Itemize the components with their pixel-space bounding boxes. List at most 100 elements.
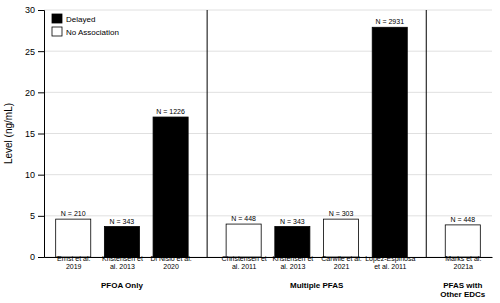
group-label-line: Multiple PFAS — [290, 281, 344, 290]
x-tick-label-line: Kristensen et — [272, 255, 313, 262]
x-tick-label: Christensen etal. 2011 — [222, 255, 267, 270]
annotation: N = 448 — [231, 215, 256, 222]
x-tick: Lopez-Espinosaet al. 2011 — [365, 255, 415, 270]
bar — [445, 225, 480, 257]
group-dividers — [207, 10, 426, 257]
group-divider — [207, 10, 208, 257]
y-tick-label: 30 — [25, 5, 35, 15]
grid-line — [44, 10, 492, 11]
y-tick-label: 10 — [25, 170, 35, 180]
annotation: N = 1226 — [156, 108, 185, 115]
bar — [226, 224, 261, 257]
y-tick-mark — [38, 51, 44, 52]
y-tick-mark — [38, 257, 44, 258]
x-tick-label-line: Ernst et al. — [57, 255, 91, 262]
y-tick: 0 — [30, 252, 44, 262]
annotation: N = 210 — [61, 210, 86, 217]
group-label-line: PFOA Only — [101, 281, 143, 290]
x-tick-label-line: Christensen et — [222, 255, 267, 262]
x-axis: Ernst et al.2019Kristensen etal. 2013Di … — [45, 255, 493, 270]
group-label: Multiple PFAS — [290, 281, 344, 290]
x-tick-label: Carwile et al.2021 — [321, 255, 362, 270]
x-tick: Kristensen etal. 2013 — [102, 255, 143, 270]
bars — [56, 27, 481, 257]
y-tick-label: 20 — [25, 88, 35, 98]
x-tick-label-line: et al. 2011 — [374, 263, 406, 270]
x-tick-label-line: 2019 — [66, 263, 82, 270]
x-tick-label: Kristensen etal. 2013 — [272, 255, 313, 270]
grid-line — [44, 92, 492, 93]
y-tick-label: 25 — [25, 47, 35, 57]
y-tick: 25 — [25, 47, 44, 57]
x-tick-label-line: al. 2013 — [280, 263, 305, 270]
y-axis: 0 5 10 15 20 25 30 — [25, 5, 45, 262]
x-tick-label-line: Marks et al. — [445, 255, 481, 262]
y-tick: 5 — [30, 211, 44, 221]
x-tick: Kristensen etal. 2013 — [272, 255, 313, 270]
y-tick-label: 15 — [25, 129, 35, 139]
bar — [56, 219, 91, 257]
x-tick: Christensen etal. 2011 — [222, 255, 267, 270]
group-label-line: PFAS with — [443, 281, 482, 290]
y-tick: 30 — [25, 5, 44, 15]
annotation: N = 303 — [329, 210, 354, 217]
y-tick-mark — [38, 10, 44, 11]
annotation: N = 2931 — [375, 18, 404, 25]
group-labels: PFOA Only Multiple PFAS PFAS withOther EDC… — [101, 281, 486, 299]
grid-line — [44, 133, 492, 134]
bar — [153, 117, 188, 257]
bar — [104, 227, 139, 257]
x-tick-label-line: 2021a — [454, 263, 474, 270]
bar — [275, 227, 310, 257]
x-tick-label: Di Nisio et al.2020 — [150, 255, 191, 270]
group-divider — [426, 10, 427, 257]
group-label: PFOA Only — [101, 281, 143, 290]
y-tick-label: 5 — [30, 211, 35, 221]
y-tick-mark — [38, 175, 44, 176]
x-tick-label-line: al. 2013 — [110, 263, 135, 270]
y-tick-mark — [38, 92, 44, 93]
legend-swatch — [52, 14, 62, 23]
x-tick-label-line: Carwile et al. — [321, 255, 362, 262]
grid-line — [44, 174, 492, 175]
plot: N = 210 N = 343 N = 1226 N = 448 N = 343 N = … — [25, 5, 493, 299]
annotation: N = 343 — [110, 218, 135, 225]
bar — [324, 219, 359, 257]
bar — [372, 27, 407, 257]
y-tick: 10 — [25, 170, 44, 180]
annotation: N = 448 — [450, 216, 475, 223]
x-tick-label-line: Kristensen et — [102, 255, 143, 262]
y-axis-line — [38, 11, 45, 258]
x-tick-label: Marks et al.2021a — [445, 255, 481, 270]
grid-line — [44, 215, 492, 216]
x-tick-label-line: Lopez-Espinosa — [365, 255, 415, 263]
legend-swatch — [52, 27, 62, 36]
y-tick-label: 0 — [30, 252, 35, 262]
y-tick-mark — [38, 134, 44, 135]
annotation: N = 343 — [280, 218, 305, 225]
y-axis-title: Level (ng/mL) — [3, 103, 14, 164]
x-tick-label: Lopez-Espinosaet al. 2011 — [365, 255, 415, 270]
grid-line — [44, 51, 492, 52]
legend: Delayed No Association — [52, 14, 119, 37]
x-tick-label-line: 2020 — [163, 263, 179, 270]
y-tick: 20 — [25, 88, 44, 98]
chart: N = 210 N = 343 N = 1226 N = 448 N = 343 N = … — [0, 0, 500, 303]
x-tick-label-line: Di Nisio et al. — [150, 255, 191, 262]
legend-label: Delayed — [66, 15, 95, 24]
x-tick-label-line: al. 2011 — [232, 263, 256, 270]
x-tick-label: Kristensen etal. 2013 — [102, 255, 143, 270]
y-tick: 15 — [25, 129, 44, 139]
x-tick-label-line: 2021 — [334, 263, 350, 270]
x-tick: Carwile et al.2021 — [321, 255, 362, 270]
annotations: N = 210 N = 343 N = 1226 N = 448 N = 343 N = … — [61, 18, 475, 224]
grid — [44, 10, 492, 257]
x-tick-label: Ernst et al.2019 — [57, 255, 91, 270]
x-tick: Ernst et al.2019 — [57, 255, 91, 270]
legend-label: No Association — [66, 28, 119, 37]
legend-item: Delayed — [52, 14, 95, 24]
group-label: PFAS withOther EDCs — [440, 281, 485, 299]
x-tick: Marks et al.2021a — [445, 255, 481, 270]
group-label-line: Other EDCs — [440, 290, 485, 299]
y-tick-mark — [38, 216, 44, 217]
